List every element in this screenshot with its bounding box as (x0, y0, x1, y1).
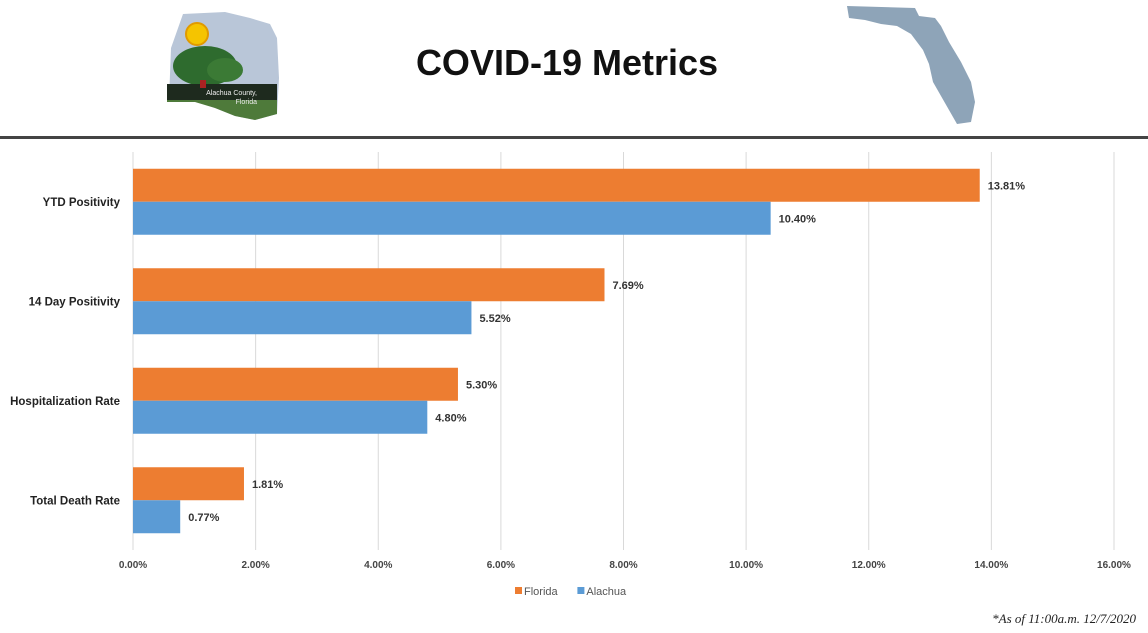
bar-chart: 0.00% 2.00% 4.00% 6.00% 8.00% 10.00% 12.00% 14.… (10, 152, 1131, 598)
bar-alachua (133, 301, 472, 335)
x-tick-label: 16.00% (1097, 560, 1131, 571)
data-label: 5.52% (479, 313, 510, 325)
alachua-county-logo: Alachua County, Florida (167, 12, 279, 120)
legend-label: Alachua (586, 586, 627, 598)
data-label: 0.77% (188, 512, 219, 524)
bar-alachua (133, 201, 771, 235)
header: Alachua County, Florida COVID-19 Metrics (0, 0, 1148, 137)
bar-alachua (133, 500, 181, 534)
footnote: *As of 11:00a.m. 12/7/2020 (992, 611, 1136, 626)
bar-florida (133, 367, 458, 401)
svg-text:Florida: Florida (236, 99, 258, 106)
svg-text:Alachua County,: Alachua County, (206, 90, 257, 97)
legend-label: Florida (524, 586, 559, 598)
x-tick-label: 10.00% (729, 560, 763, 571)
bar-florida (133, 268, 605, 302)
x-tick-label: 4.00% (364, 560, 392, 571)
header-divider (0, 136, 1148, 139)
legend-swatch-florida (515, 587, 522, 594)
page-title: COVID-19 Metrics (415, 42, 719, 83)
florida-map-icon (847, 6, 975, 124)
data-label: 7.69% (612, 280, 643, 292)
data-label: 1.81% (252, 479, 283, 491)
legend-swatch-alachua (577, 587, 585, 594)
x-tick-label: 2.00% (241, 560, 269, 571)
category-label: 14 Day Positivity (29, 296, 121, 308)
bar-florida (133, 168, 980, 202)
data-label: 4.80% (435, 412, 466, 424)
x-tick-label: 8.00% (609, 560, 637, 571)
category-label: Total Death Rate (30, 495, 120, 507)
bar-alachua (133, 400, 428, 434)
category-label: YTD Positivity (43, 197, 121, 209)
data-label: 10.40% (779, 213, 817, 225)
x-tick-label: 6.00% (487, 560, 515, 571)
data-label: 13.81% (988, 180, 1026, 192)
x-tick-label: 14.00% (974, 560, 1008, 571)
x-tick-label: 12.00% (852, 560, 886, 571)
bar-florida (133, 467, 244, 501)
data-label: 5.30% (466, 379, 497, 391)
category-label: Hospitalization Rate (10, 396, 120, 408)
x-tick-label: 0.00% (119, 560, 147, 571)
